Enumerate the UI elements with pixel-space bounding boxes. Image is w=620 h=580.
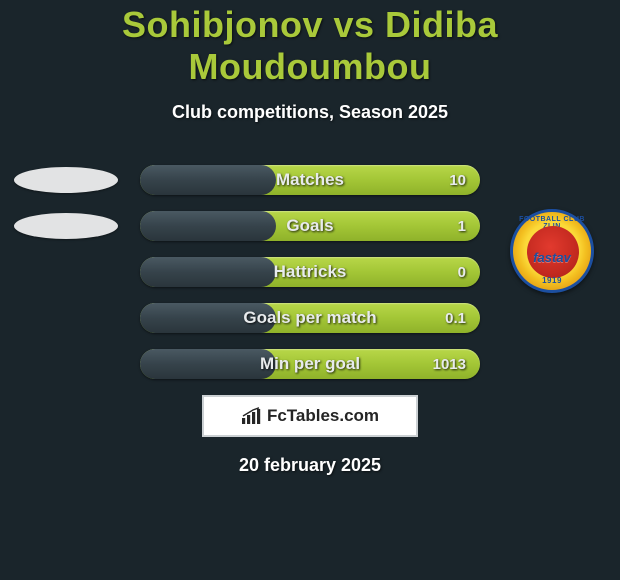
chart-row: Matches10 [0, 165, 620, 195]
stat-bar-value: 1013 [433, 349, 466, 379]
stat-bar-label: Hattricks [140, 257, 480, 287]
club-badge: FOOTBALL CLUB ZLIN fastav 1919 [510, 209, 608, 297]
stat-bar: Hattricks0 [140, 257, 480, 287]
stat-bar: Goals per match0.1 [140, 303, 480, 333]
stat-bar-label: Min per goal [140, 349, 480, 379]
page-title: Sohibjonov vs Didiba Moudoumbou [0, 0, 620, 88]
club-badge-disc: FOOTBALL CLUB ZLIN fastav 1919 [510, 209, 594, 293]
stat-bar-value: 10 [449, 165, 466, 195]
stat-bar-value: 0.1 [445, 303, 466, 333]
brand-box: FcTables.com [202, 395, 418, 437]
stat-bar-label: Matches [140, 165, 480, 195]
left-avatar-ellipse [14, 213, 118, 239]
comparison-chart: Matches10Goals1Hattricks0Goals per match… [0, 165, 620, 379]
left-avatar-ellipse [14, 167, 118, 193]
stat-bar: Matches10 [140, 165, 480, 195]
stat-bar-value: 1 [458, 211, 466, 241]
brand-text: FcTables.com [267, 406, 379, 426]
stat-bar: Goals1 [140, 211, 480, 241]
stat-bar: Min per goal1013 [140, 349, 480, 379]
badge-mid-text: fastav [513, 250, 591, 265]
badge-bottom-text: 1919 [513, 276, 591, 285]
stat-bar-value: 0 [458, 257, 466, 287]
subtitle: Club competitions, Season 2025 [0, 102, 620, 123]
date-text: 20 february 2025 [0, 455, 620, 476]
chart-row: Min per goal1013 [0, 349, 620, 379]
stat-bar-label: Goals [140, 211, 480, 241]
stat-bar-label: Goals per match [140, 303, 480, 333]
bar-chart-icon [241, 407, 263, 425]
infographic-root: Sohibjonov vs Didiba Moudoumbou Club com… [0, 0, 620, 580]
chart-row: Goals per match0.1 [0, 303, 620, 333]
